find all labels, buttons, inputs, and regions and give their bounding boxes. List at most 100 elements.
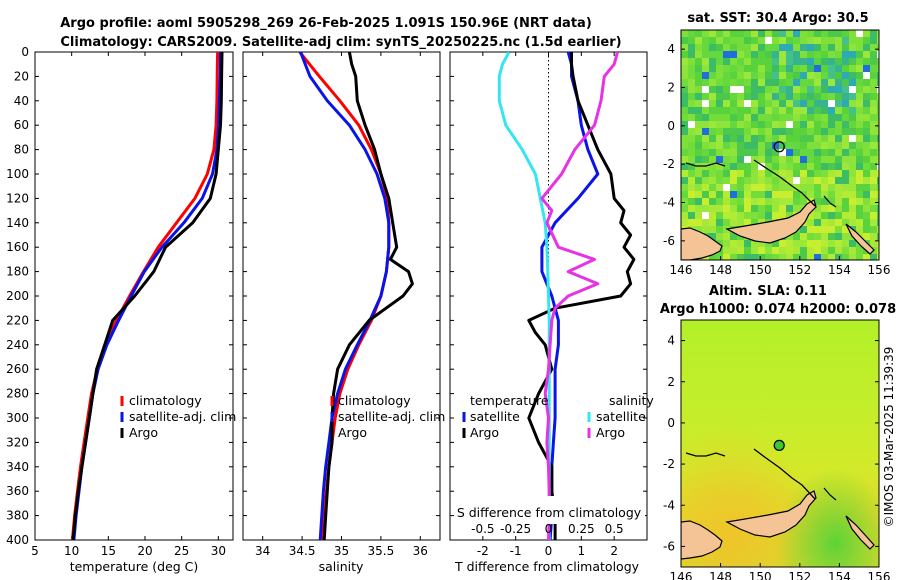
series-line-t-argo xyxy=(527,52,636,540)
y-tick-label: 4 xyxy=(667,334,675,348)
y-tick-label: 160 xyxy=(6,240,29,254)
x-tick-label: 150 xyxy=(749,263,772,277)
top-x-tick-label: 0.5 xyxy=(605,522,624,536)
x-tick-label: 152 xyxy=(788,570,811,580)
x-tick-label: 0 xyxy=(545,544,553,558)
series-line-argo xyxy=(322,52,414,540)
x-tick-label: 34.5 xyxy=(289,544,316,558)
y-tick-label: 260 xyxy=(6,362,29,376)
y-tick-label: -2 xyxy=(663,157,675,171)
x-tick-label: 154 xyxy=(828,263,851,277)
y-tick-label: -6 xyxy=(663,234,675,248)
x-tick-label: -2 xyxy=(477,544,489,558)
salinity-axes-box xyxy=(242,51,441,541)
legend-label-argo: Argo xyxy=(338,425,367,440)
x-tick-label: 1 xyxy=(578,544,586,558)
land-bougainville xyxy=(845,223,875,255)
legend-label-climatology: climatology xyxy=(338,393,411,408)
top-axis-label-background xyxy=(455,496,645,524)
y-tick-label: 240 xyxy=(6,338,29,352)
sst-map-frame xyxy=(680,29,880,261)
temperature-xlabel: temperature (deg C) xyxy=(70,559,199,574)
y-tick-label: 140 xyxy=(6,216,29,230)
salinity-legend: climatology satellite-adj. clim Argo xyxy=(330,393,445,440)
land-mask xyxy=(681,448,875,560)
legend-label-s-argo: Argo xyxy=(596,425,625,440)
sst-heatmap xyxy=(681,30,879,260)
top-x-tick-label: -0.5 xyxy=(471,522,494,536)
x-tick-label: 36 xyxy=(413,544,428,558)
x-tick-label: 25 xyxy=(174,544,189,558)
y-tick-label: -4 xyxy=(663,196,675,210)
y-tick-label: 80 xyxy=(14,143,29,157)
land-new-ireland xyxy=(753,159,816,207)
legend-title-temperature: temperature xyxy=(470,393,549,408)
top-x-tick-label: 0.25 xyxy=(568,522,595,536)
sla-map-frame xyxy=(680,319,880,568)
legend-label-satellite: satellite-adj. clim xyxy=(338,409,445,424)
s-difference-label: S difference from climatology xyxy=(457,505,642,520)
x-tick-label: 30 xyxy=(211,544,226,558)
top-x-tick-label: 0 xyxy=(545,522,553,536)
x-tick-label: 2 xyxy=(610,544,618,558)
land-new-guinea xyxy=(681,520,723,560)
figure-title-line2: Climatology: CARS2009. Satellite-adj cli… xyxy=(60,35,621,50)
top-x-tick-label: -0.25 xyxy=(500,522,531,536)
y-tick-label: 40 xyxy=(14,94,29,108)
y-tick-label: -6 xyxy=(663,539,675,553)
legend-label-climatology: climatology xyxy=(129,393,202,408)
land-islets xyxy=(823,487,837,501)
land-mask xyxy=(681,159,875,260)
x-tick-label: 148 xyxy=(709,570,732,580)
x-tick-label: 146 xyxy=(670,570,693,580)
y-tick-label: 320 xyxy=(6,435,29,449)
y-tick-label: 340 xyxy=(6,460,29,474)
x-tick-label: 35.5 xyxy=(368,544,395,558)
legend-label-t-satellite: satellite xyxy=(470,409,520,424)
difference-panel: -2 -1 0 1 2 S difference from climatology -0… xyxy=(449,51,654,574)
y-tick-label: 2 xyxy=(667,81,675,95)
sla-map-title-line1: Altim. SLA: 0.11 xyxy=(709,284,827,299)
legend-label-s-satellite: satellite xyxy=(596,409,646,424)
temperature-panel: 0 20 40 60 80 100 120 140 160 180 200 220 240 260 280 3… xyxy=(6,45,236,574)
t-difference-xlabel: T difference from climatology xyxy=(454,559,640,574)
y-tick-label: 220 xyxy=(6,313,29,327)
argo-location-marker xyxy=(773,439,785,451)
x-tick-label: 15 xyxy=(101,544,116,558)
y-tick-label: 60 xyxy=(14,118,29,132)
y-tick-label: 2 xyxy=(667,375,675,389)
x-tick-label: 10 xyxy=(64,544,79,558)
legend-label-argo: Argo xyxy=(129,425,158,440)
x-tick-label: -1 xyxy=(510,544,522,558)
temperature-legend: climatology satellite-adj. clim Argo xyxy=(120,393,236,440)
series-line-argo xyxy=(71,52,224,540)
x-tick-label: 154 xyxy=(828,570,851,580)
y-tick-label: 380 xyxy=(6,509,29,523)
y-tick-label: 280 xyxy=(6,387,29,401)
legend-title-salinity: salinity xyxy=(609,393,654,408)
x-tick-label: 20 xyxy=(137,544,152,558)
y-tick-label: 0 xyxy=(667,416,675,430)
x-tick-label: 146 xyxy=(670,263,693,277)
land-admiralty xyxy=(685,162,726,167)
y-tick-label: 100 xyxy=(6,167,29,181)
land-new-britain xyxy=(725,490,817,538)
y-tick-label: 4 xyxy=(667,42,675,56)
x-tick-label: 156 xyxy=(868,570,891,580)
y-tick-label: 180 xyxy=(6,265,29,279)
x-tick-label: 5 xyxy=(31,544,39,558)
difference-legend: temperature satellite Argo salinity sate… xyxy=(462,393,654,440)
y-tick-label: 0 xyxy=(21,45,29,59)
sla-map-title-line2: Argo h1000: 0.074 h2000: 0.078 xyxy=(660,302,896,317)
x-tick-label: 150 xyxy=(749,570,772,580)
argo-location-marker xyxy=(773,141,785,153)
salinity-panel: 34 34.5 35 35.5 36 salinity climatology sate… xyxy=(242,51,445,574)
series-line-s-argo xyxy=(540,52,619,540)
x-tick-label: 156 xyxy=(868,263,891,277)
y-tick-label: -2 xyxy=(663,457,675,471)
series-line-satellite-adj-clim xyxy=(299,52,391,540)
land-islets xyxy=(823,195,837,208)
land-new-ireland xyxy=(753,448,816,500)
land-bougainville xyxy=(845,515,875,550)
